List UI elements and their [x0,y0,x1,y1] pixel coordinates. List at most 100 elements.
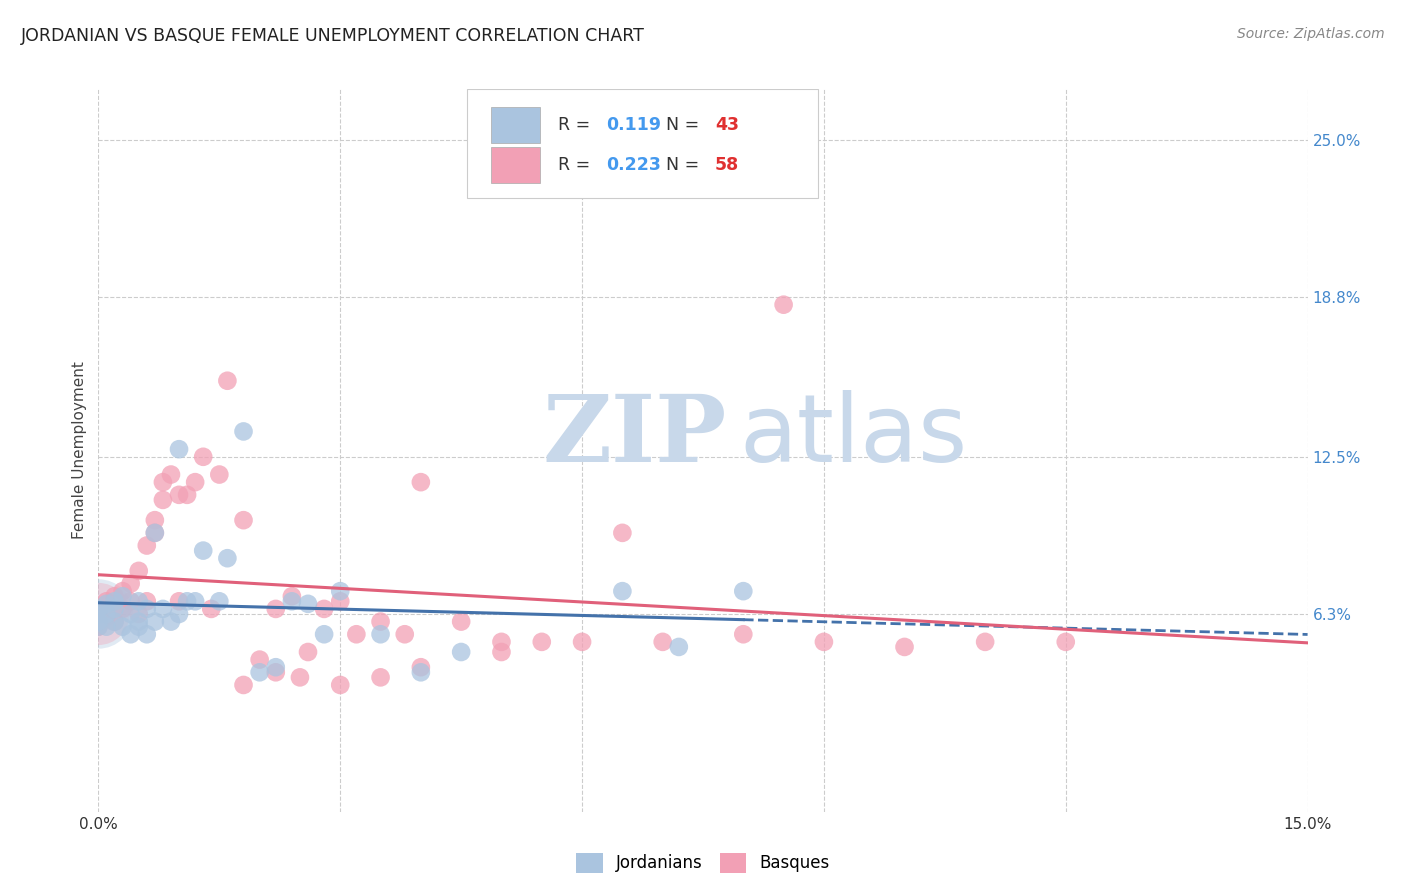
Point [530,635,553,649]
Point [87,615,110,629]
FancyBboxPatch shape [467,89,818,198]
Point [128,620,150,634]
Point [232,513,254,527]
Point [87,607,110,621]
Point [394,627,416,641]
Point [120,594,142,608]
Point [111,620,134,634]
Point [208,594,231,608]
Point [974,635,997,649]
Point [96,620,118,634]
Point [128,564,150,578]
Point [733,627,755,641]
Text: 58: 58 [716,156,740,174]
Point [409,660,432,674]
Text: N =: N = [655,156,704,174]
FancyBboxPatch shape [492,107,540,144]
Point [96,594,118,608]
Text: JORDANIAN VS BASQUE FEMALE UNEMPLOYMENT CORRELATION CHART: JORDANIAN VS BASQUE FEMALE UNEMPLOYMENT … [21,27,645,45]
Point [167,607,190,621]
Point [297,597,319,611]
Point [491,635,513,649]
Point [87,607,110,621]
Point [135,594,157,608]
Point [143,525,166,540]
Point [249,652,271,666]
Point [1054,635,1077,649]
Point [103,594,125,608]
Point [120,607,142,621]
Text: Source: ZipAtlas.com: Source: ZipAtlas.com [1237,27,1385,41]
Point [128,615,150,629]
Point [344,627,367,641]
Point [297,645,319,659]
Point [217,551,239,566]
Point [208,467,231,482]
Point [87,620,110,634]
Y-axis label: Female Unemployment: Female Unemployment [72,361,87,540]
Point [450,645,472,659]
Point [370,627,392,641]
Point [612,525,634,540]
Point [329,584,352,599]
Point [409,665,432,680]
Point [281,589,304,603]
Point [103,615,125,629]
Point [87,602,110,616]
Point [651,635,673,649]
Point [103,602,125,616]
Text: 0.223: 0.223 [606,156,661,174]
Text: 0.119: 0.119 [606,116,661,135]
Point [813,635,835,649]
Point [264,665,287,680]
Point [200,602,222,616]
Point [370,615,392,629]
Point [87,607,110,621]
Point [232,678,254,692]
Point [143,525,166,540]
Point [103,615,125,629]
Point [167,488,190,502]
Legend: Jordanians, Basques: Jordanians, Basques [569,847,837,880]
Point [217,374,239,388]
Point [612,584,634,599]
Point [87,602,110,616]
Point [571,635,593,649]
Point [135,539,157,553]
Point [111,584,134,599]
Point [264,660,287,674]
Point [87,620,110,634]
Point [176,594,198,608]
Point [152,475,174,490]
Point [668,640,690,654]
Point [152,492,174,507]
Point [450,615,472,629]
FancyBboxPatch shape [492,147,540,183]
Point [329,678,352,692]
Point [193,450,215,464]
Point [103,589,125,603]
Point [184,594,207,608]
Point [128,607,150,621]
Point [314,602,336,616]
Point [96,597,118,611]
Text: N =: N = [655,116,704,135]
Point [314,627,336,641]
Point [120,627,142,641]
Point [370,670,392,684]
Point [167,594,190,608]
Point [288,670,311,684]
Text: R =: R = [558,156,596,174]
Text: atlas: atlas [740,390,967,482]
Point [193,543,215,558]
Point [111,589,134,603]
Text: 43: 43 [716,116,740,135]
Point [167,442,190,457]
Point [135,602,157,616]
Point [160,615,183,629]
Point [264,602,287,616]
Point [249,665,271,680]
Point [772,298,794,312]
Point [160,467,183,482]
Point [111,602,134,616]
